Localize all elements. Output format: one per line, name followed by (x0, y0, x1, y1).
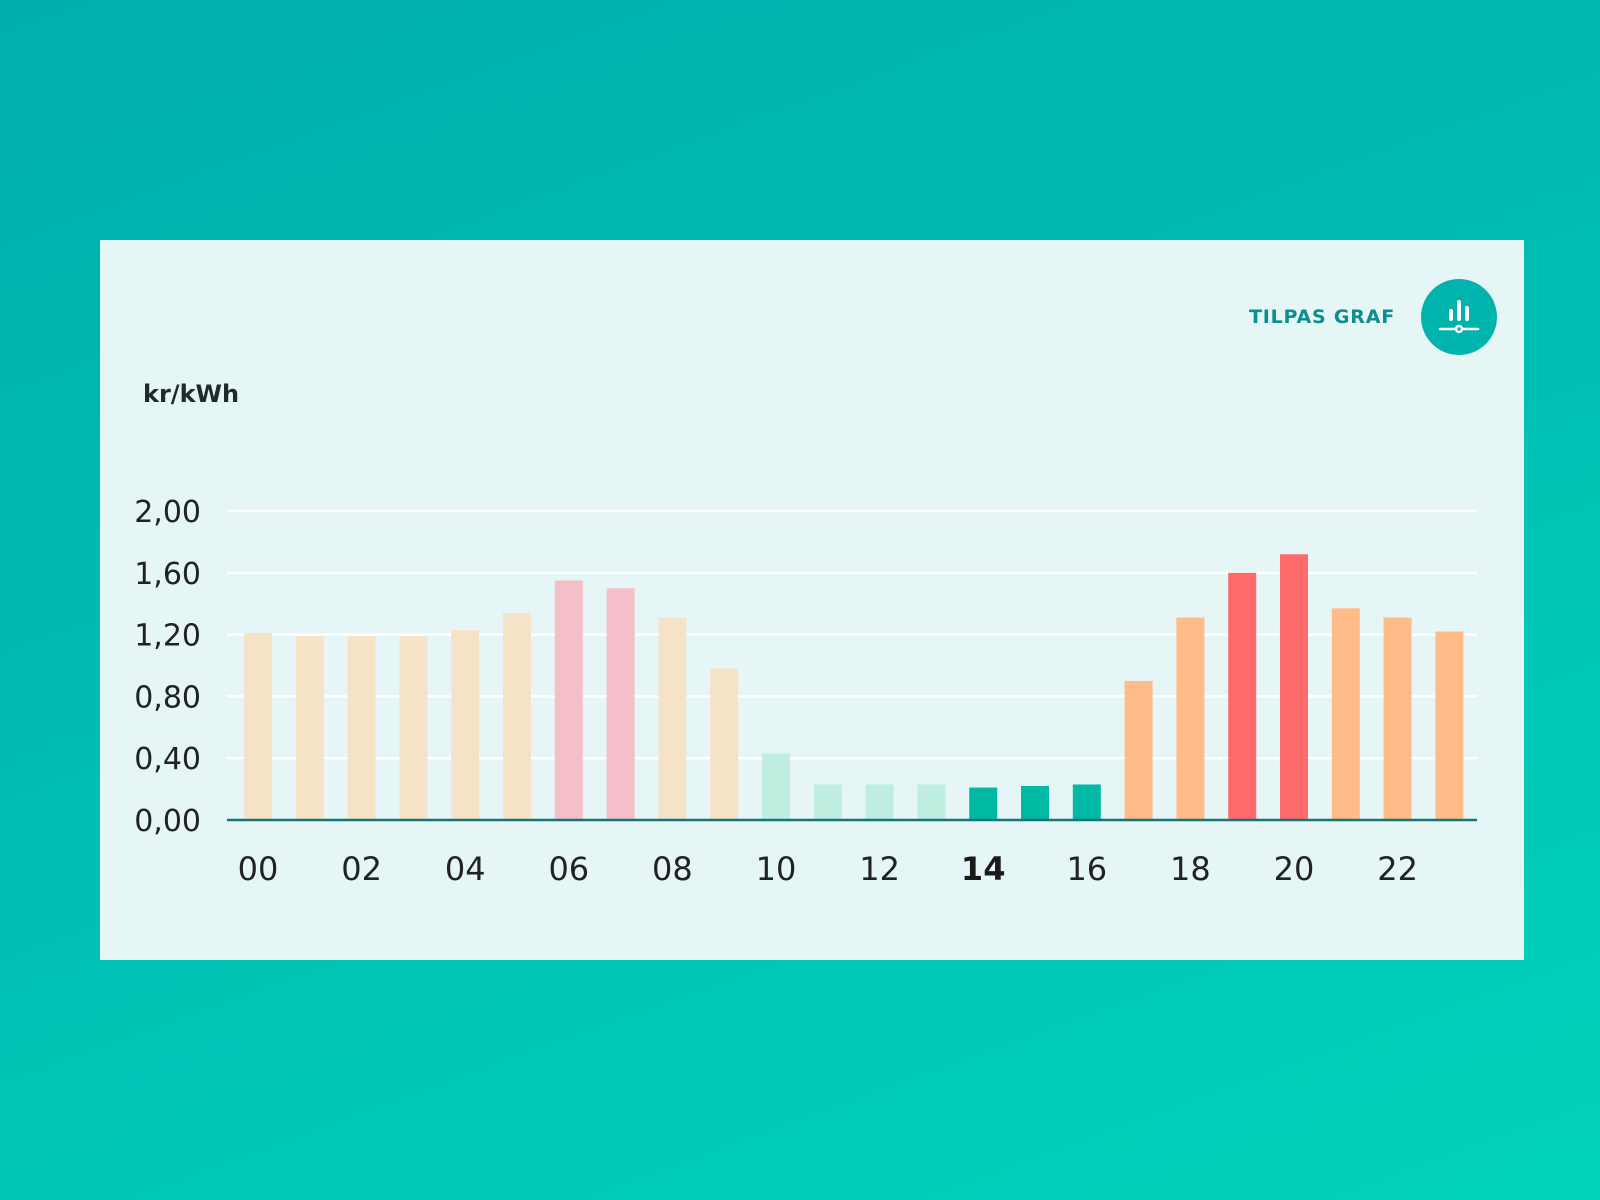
bar-hour-10 (762, 753, 790, 820)
y-tick-label: 0,00 (134, 804, 201, 839)
bar-hour-21 (1331, 608, 1360, 820)
x-tick-label: 20 (1274, 850, 1315, 888)
bar-hour-13 (917, 784, 946, 820)
y-tick-label: 0,40 (134, 742, 201, 777)
y-tick-label: 0,80 (134, 680, 201, 715)
x-tick-label: 10 (756, 850, 797, 888)
x-tick-label-current: 14 (961, 850, 1006, 888)
bar-hour-12 (865, 784, 894, 820)
bar-hour-07 (606, 588, 635, 820)
x-tick-label: 22 (1377, 850, 1418, 888)
bar-hour-08 (658, 617, 687, 820)
x-tick-label: 08 (652, 850, 693, 888)
x-tick-label: 16 (1066, 850, 1107, 888)
x-tick-label: 02 (341, 850, 382, 888)
bar-hour-20 (1280, 554, 1308, 820)
bar-hour-18 (1176, 617, 1205, 820)
x-tick-label: 06 (548, 850, 589, 888)
bar-hour-17 (1124, 680, 1153, 820)
bar-hour-02 (347, 636, 376, 820)
customize-chart-control[interactable]: TILPAS GRAF (1249, 279, 1497, 355)
bar-hour-00 (244, 633, 272, 820)
bar-hour-23 (1435, 631, 1464, 820)
x-tick-label: 18 (1170, 850, 1211, 888)
bar-chart-settings-icon (1438, 300, 1480, 334)
bar-chart: 0,00 0,40 0,80 1,20 1,60 2,00 00 02 04 06 08 10 12 14… (134, 495, 1477, 888)
bar-hour-19 (1228, 572, 1257, 820)
y-tick-label: 1,60 (134, 557, 201, 592)
price-chart-card: TILPAS GRAF kr/kWh 0,00 0,40 0,80 1,20 1,60 2… (100, 240, 1524, 960)
y-tick-label: 1,20 (134, 619, 201, 654)
customize-chart-button[interactable] (1421, 279, 1497, 355)
bar-hour-06 (554, 580, 583, 820)
x-tick-label: 12 (859, 850, 900, 888)
x-tick-label: 00 (238, 850, 279, 888)
customize-chart-label[interactable]: TILPAS GRAF (1248, 306, 1395, 328)
bar-hour-05 (503, 612, 531, 820)
bar-hour-04 (451, 629, 480, 820)
bar-hour-11 (813, 784, 842, 820)
bar-hour-03 (399, 636, 428, 820)
y-tick-label: 2,00 (134, 495, 201, 530)
bar-hour-01 (295, 636, 324, 820)
bar-hour-09 (710, 668, 739, 820)
bar-hour-14 (969, 787, 998, 820)
y-axis-unit-label: kr/kWh (143, 380, 240, 408)
bar-hour-15 (1021, 786, 1049, 820)
x-tick-label: 04 (445, 850, 486, 888)
bar-hour-16 (1072, 784, 1101, 820)
bar-hour-22 (1383, 617, 1412, 820)
